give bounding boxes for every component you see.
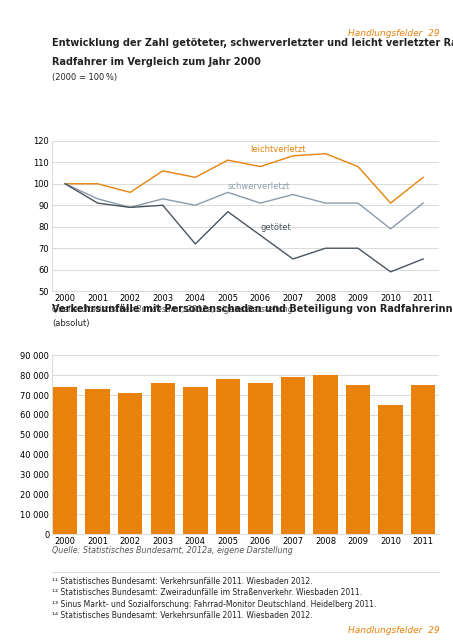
- Bar: [150, 383, 175, 534]
- Text: getötet: getötet: [260, 223, 291, 232]
- Text: (2000 = 100 %): (2000 = 100 %): [52, 73, 117, 82]
- Text: ¹¹ Statistisches Bundesamt: Verkehrsunfälle 2011. Wiesbaden 2012.: ¹¹ Statistisches Bundesamt: Verkehrsunfä…: [52, 577, 313, 586]
- Text: Quelle: Statistisches Bundesamt, 2012a, eigene Darstellung: Quelle: Statistisches Bundesamt, 2012a, …: [52, 546, 293, 555]
- Bar: [313, 375, 337, 534]
- Text: Handlungsfelder  29: Handlungsfelder 29: [348, 626, 439, 635]
- Bar: [411, 385, 435, 534]
- Bar: [53, 387, 77, 534]
- Bar: [346, 385, 370, 534]
- Text: leichtverletzt: leichtverletzt: [251, 145, 306, 154]
- Text: Radfahrer im Vergleich zum Jahr 2000: Radfahrer im Vergleich zum Jahr 2000: [52, 57, 261, 67]
- Text: (absolut): (absolut): [52, 319, 90, 328]
- Text: ¹² Statistisches Bundesamt: Zweiradunfälle im Straßenverkehr. Wiesbaden 2011.: ¹² Statistisches Bundesamt: Zweiradunfäl…: [52, 588, 362, 597]
- Bar: [216, 379, 240, 534]
- Text: ¹⁴ Statistisches Bundesamt: Verkehrsunfälle 2011. Wiesbaden 2012.: ¹⁴ Statistisches Bundesamt: Verkehrsunfä…: [52, 611, 313, 620]
- Text: Entwicklung der Zahl getöteter, schwerverletzter und leicht verletzter Radfahrer: Entwicklung der Zahl getöteter, schwerve…: [52, 38, 453, 48]
- Bar: [183, 387, 207, 534]
- Text: Handlungsfelder  29: Handlungsfelder 29: [348, 29, 439, 38]
- Bar: [248, 383, 273, 534]
- Text: ¹³ Sinus Markt- und Sozialforschung: Fahrrad-Monitor Deutschland. Heidelberg 201: ¹³ Sinus Markt- und Sozialforschung: Fah…: [52, 600, 376, 609]
- Bar: [86, 389, 110, 534]
- Bar: [281, 377, 305, 534]
- Text: Verkehrsunfälle mit Personenschaden und Beteiligung von Radfahrerinnen und Radfa: Verkehrsunfälle mit Personenschaden und …: [52, 303, 453, 314]
- Bar: [378, 405, 403, 534]
- Text: schwerverletzt: schwerverletzt: [228, 182, 290, 191]
- Text: Quelle: Statistisches Bundesamt, 2012a, eigene Darstellung: Quelle: Statistisches Bundesamt, 2012a, …: [52, 305, 293, 314]
- Bar: [118, 393, 142, 534]
